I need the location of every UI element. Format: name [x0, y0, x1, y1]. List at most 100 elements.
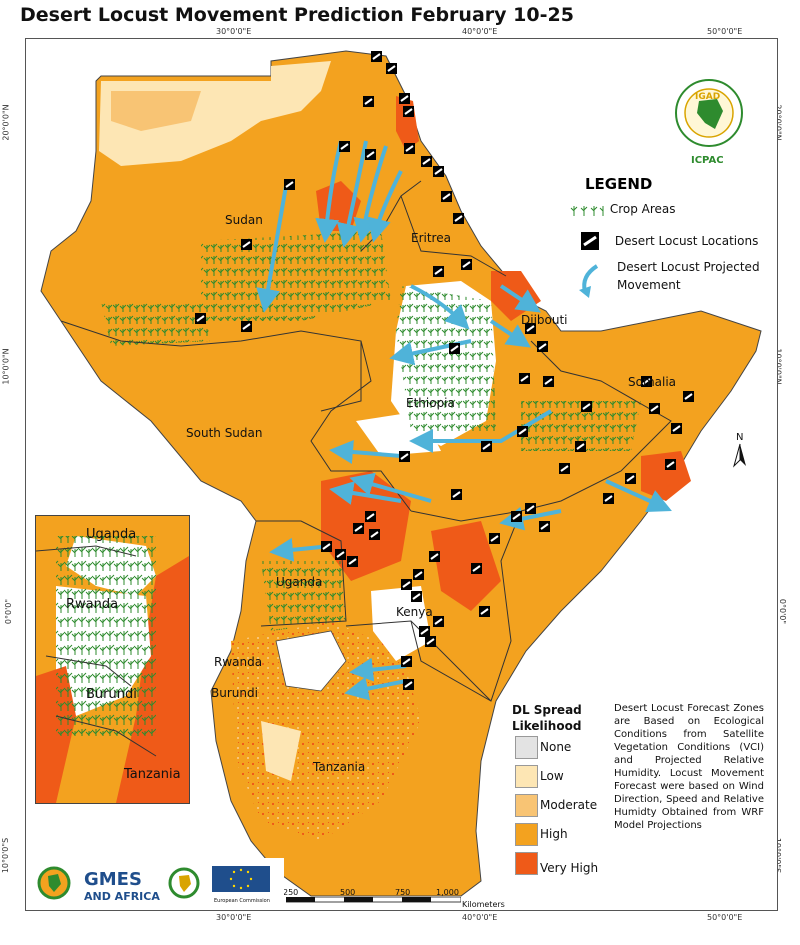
locust-marker [371, 51, 382, 62]
locust-marker [525, 503, 536, 514]
locust-marker [433, 616, 444, 627]
locust-marker [399, 451, 410, 462]
label-tanzania: Tanzania [312, 760, 365, 774]
locust-marker [559, 463, 570, 474]
locust-marker [449, 343, 460, 354]
locust-marker [284, 179, 295, 190]
north-arrow-icon: N [733, 432, 746, 468]
legend-crop-areas-label: Crop Areas [609, 202, 676, 216]
svg-text:N: N [736, 432, 743, 443]
spread-legend-title: DL Spread Likelihood [512, 703, 582, 733]
locust-marker [471, 563, 482, 574]
arrow-kenya-2 [344, 676, 407, 701]
graticule-left-0: 0°0'0" [4, 598, 14, 625]
locust-marker [365, 511, 376, 522]
locust-marker [603, 493, 614, 504]
locust-marker [511, 511, 522, 522]
zone-none-tanz [261, 721, 301, 781]
locust-marker [539, 521, 550, 532]
zone-moderate-north2 [111, 91, 201, 131]
locust-marker [386, 63, 397, 74]
locust-marker [421, 156, 432, 167]
locust-marker [403, 106, 414, 117]
graticule-left-20n: 20°0'0"N [1, 104, 11, 141]
locust-marker [489, 533, 500, 544]
border-ss-eth [310, 340, 412, 512]
border-eth-som [520, 340, 672, 512]
locust-marker [339, 141, 350, 152]
label-djibouti: Djibouti [521, 313, 568, 327]
label-eritrea: Eritrea [411, 231, 451, 245]
spread-label-very-high: Very High [540, 861, 599, 875]
locust-marker [363, 96, 374, 107]
locust-marker [461, 259, 472, 270]
locust-marker [519, 373, 530, 384]
spread-label-none: None [540, 740, 572, 754]
locust-marker [537, 341, 548, 352]
arrow-kenya-1 [349, 657, 407, 682]
border-tanz [345, 620, 492, 702]
border-eritrea [400, 195, 507, 277]
graticule-top-50e: 50°0'0"E [707, 27, 743, 36]
spread-label-low: Low [540, 769, 564, 783]
arrow-eth-6 [329, 440, 402, 464]
zone-vhigh-somalia [641, 451, 691, 501]
spread-swatch-very-high [515, 852, 538, 875]
legend-crop-areas: Crop Areas [570, 202, 676, 217]
icpac-logo: IGAD [675, 79, 743, 147]
lake-victoria [275, 630, 347, 692]
locust-marker [404, 143, 415, 154]
locust-marker [517, 426, 528, 437]
locust-marker [335, 549, 346, 560]
crop-areas-uganda [261, 561, 346, 631]
crop-areas-south [101, 301, 211, 346]
inset-map: Uganda Rwanda Burundi Tanzania [35, 515, 190, 804]
graticule-top-40e: 40°0'0"E [462, 27, 498, 36]
locust-marker [453, 213, 464, 224]
graticule-left-10n: 10°0'0"N [1, 348, 11, 385]
scale-bar [286, 897, 461, 903]
footer-logos-canvas: GMES AND AFRICA European Commission [37, 866, 270, 904]
scale-label-500: 500 [340, 888, 356, 897]
spread-swatch-low [515, 765, 538, 788]
graticule-left-10s: 10°0'0"S [1, 837, 11, 874]
locust-marker [481, 441, 492, 452]
locust-marker [543, 376, 554, 387]
locust-marker [425, 636, 436, 647]
label-south-sudan: South Sudan [186, 426, 263, 440]
arrow-south-2 [349, 472, 432, 503]
graticule-right-0: 0°0'0" [778, 598, 788, 625]
graticule-bottom-40e: 40°0'0"E [462, 913, 498, 922]
gmes-logo-text: GMES [84, 869, 142, 890]
locust-marker [241, 239, 252, 250]
locust-marker [649, 403, 660, 414]
locust-marker [403, 679, 414, 690]
legend-locust-locations: Desert Locust Locations [581, 232, 758, 250]
inset-label-uganda: Uganda [86, 527, 136, 542]
locust-marker [419, 626, 430, 637]
locust-marker [433, 266, 444, 277]
locust-marker [401, 579, 412, 590]
locust-marker [665, 459, 676, 470]
zone-vhigh-kenya [431, 521, 501, 611]
map-title: Desert Locust Movement Prediction Februa… [20, 4, 574, 26]
scale-label-750: 750 [395, 888, 411, 897]
locust-marker [479, 606, 490, 617]
legend-title: LEGEND [585, 175, 653, 193]
map-canvas: Sudan Eritrea Djibouti Ethiopia Somalia … [40, 50, 762, 897]
arrow-eth-5 [409, 409, 553, 453]
locust-marker [353, 523, 364, 534]
spread-label-moderate: Moderate [540, 798, 598, 812]
spread-swatch-none [515, 736, 538, 759]
legend-locust-locations-label: Desert Locust Locations [614, 233, 759, 248]
locust-marker [441, 191, 452, 202]
locust-marker [625, 473, 636, 484]
graticule-bottom-30e: 30°0'0"E [216, 913, 252, 922]
zone-moderate-north [99, 61, 331, 166]
arrow-eth-3 [499, 284, 541, 313]
label-sudan: Sudan [225, 213, 263, 227]
svg-text:IGAD: IGAD [695, 92, 720, 102]
spread-swatch-high [515, 823, 538, 846]
border-kenya [410, 510, 522, 702]
